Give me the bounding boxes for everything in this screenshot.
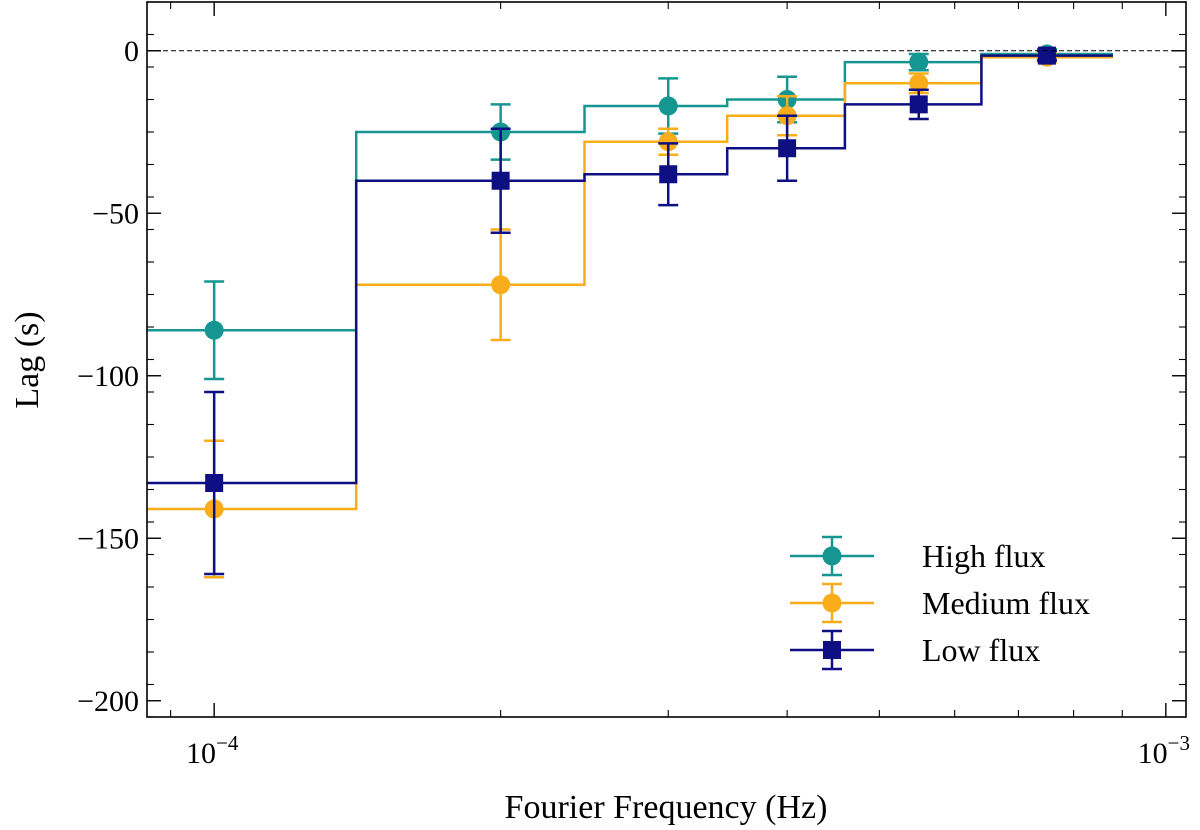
data-point-high-flux xyxy=(909,52,929,72)
data-point-low-flux xyxy=(491,171,510,190)
data-point-low-flux xyxy=(778,139,797,158)
x-tick-label: 10−3 xyxy=(1138,731,1190,770)
data-point-medium-flux xyxy=(491,275,511,295)
series-low-flux xyxy=(147,46,1113,576)
legend-marker xyxy=(822,593,842,613)
data-point-low-flux xyxy=(659,165,678,184)
legend-marker xyxy=(822,546,842,566)
step-line-high-flux xyxy=(147,52,1113,332)
legend-entry-high-flux: High flux xyxy=(790,535,1046,577)
data-point-low-flux xyxy=(205,474,224,492)
legend-entry-medium-flux: Medium flux xyxy=(790,582,1090,624)
data-point-high-flux xyxy=(204,320,224,340)
data-point-low-flux xyxy=(1037,46,1056,65)
y-axis-title: Lag (s) xyxy=(9,311,46,408)
data-point-medium-flux xyxy=(909,73,929,93)
series-medium-flux xyxy=(147,47,1113,579)
legend-label-low-flux: Low flux xyxy=(922,632,1040,668)
legend-label-medium-flux: Medium flux xyxy=(922,585,1090,621)
plot-content xyxy=(147,44,1113,579)
y-tick-label: −200 xyxy=(77,685,139,718)
data-point-medium-flux xyxy=(658,132,678,152)
y-tick-label: 0 xyxy=(124,35,139,68)
legend-label-high-flux: High flux xyxy=(922,538,1046,574)
y-tick-label: −100 xyxy=(77,360,139,393)
x-axis-title: Fourier Frequency (Hz) xyxy=(505,789,828,826)
data-point-high-flux xyxy=(658,96,678,116)
legend: High flux Medium flux Low flux xyxy=(790,535,1090,671)
step-line-low-flux xyxy=(147,54,1113,485)
axes: 0 −50 −100 −150 −200 10−4 10−3 xyxy=(77,1,1190,770)
data-point-low-flux xyxy=(909,95,928,114)
step-line-medium-flux xyxy=(147,56,1113,511)
series-high-flux xyxy=(147,44,1113,381)
legend-marker xyxy=(823,641,841,659)
x-tick-label: 10−4 xyxy=(186,731,239,770)
y-tick-label: −50 xyxy=(92,197,139,230)
y-tick-label: −150 xyxy=(77,522,139,555)
legend-entry-low-flux: Low flux xyxy=(790,629,1040,671)
